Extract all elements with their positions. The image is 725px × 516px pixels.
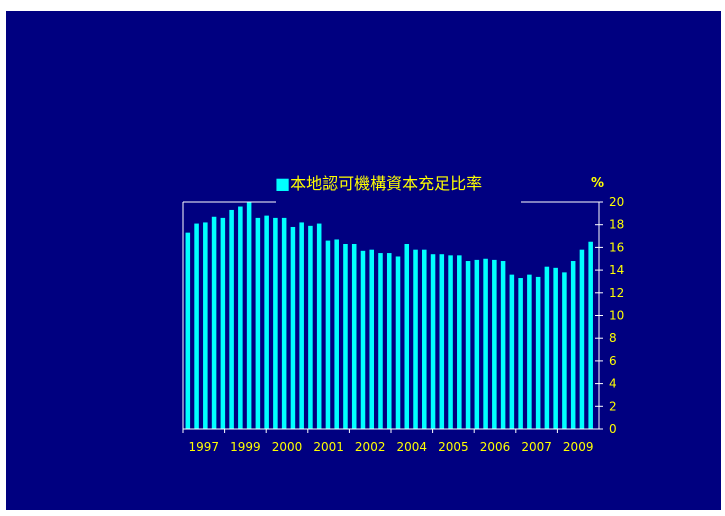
- bar-chart: 0 2 4 6 8 10 12 14 16 18 20 1997 1999 2000 2001 2002 20…: [182, 174, 624, 454]
- x-tick-label: 2001: [313, 440, 344, 454]
- y-unit-label: %: [591, 176, 604, 191]
- bar: [465, 261, 471, 429]
- bar: [246, 202, 252, 429]
- y-tick-label: 20: [609, 195, 624, 209]
- bar: [238, 206, 243, 429]
- bar: [299, 222, 304, 429]
- x-tick-label: 2000: [272, 440, 303, 454]
- bar: [281, 217, 287, 429]
- bar: [588, 241, 593, 429]
- bar: [185, 232, 191, 429]
- bar: [579, 249, 585, 429]
- bar: [229, 209, 234, 429]
- y-tick-label: 16: [609, 240, 624, 254]
- bar: [509, 274, 515, 429]
- bar: [203, 222, 208, 429]
- bar: [264, 215, 269, 429]
- bar: [527, 274, 532, 429]
- bar: [448, 255, 453, 429]
- legend-swatch: ■: [275, 174, 290, 193]
- bar: [562, 272, 567, 429]
- y-tick-label: 8: [609, 331, 617, 345]
- slide-background: 0 2 4 6 8 10 12 14 16 18 20 1997 1999 2000 2001 2002 20…: [6, 11, 721, 510]
- y-ticks-group: 0 2 4 6 8 10 12 14 16 18 20: [595, 195, 624, 436]
- bar: [325, 240, 331, 429]
- bar: [369, 249, 375, 429]
- x-tick-label: 2007: [521, 440, 552, 454]
- y-tick-label: 2: [609, 399, 617, 413]
- y-tick-label: 10: [609, 309, 624, 323]
- y-tick-label: 14: [609, 263, 624, 277]
- chart-legend-title: ■本地認可機構資本充足比率: [275, 174, 482, 193]
- bar: [351, 243, 357, 429]
- x-tick-label: 2005: [438, 440, 469, 454]
- bar: [255, 217, 261, 429]
- x-tick-label: 2006: [480, 440, 511, 454]
- x-tick-label: 2009: [563, 440, 594, 454]
- bar: [500, 261, 506, 429]
- bar: [334, 239, 339, 429]
- bar: [430, 254, 436, 429]
- bars-group: [185, 202, 593, 429]
- bar: [492, 259, 497, 429]
- bar: [273, 217, 278, 429]
- bar: [360, 250, 366, 429]
- chart-title: 本地認可機構資本充足比率: [290, 174, 482, 193]
- bar: [413, 249, 418, 429]
- bar: [570, 261, 576, 429]
- bar: [553, 267, 558, 429]
- bar: [535, 276, 541, 429]
- bar: [518, 278, 523, 429]
- bar: [439, 254, 445, 429]
- bar: [395, 256, 401, 429]
- bar: [474, 259, 480, 429]
- bar: [290, 226, 296, 429]
- bar: [483, 258, 488, 429]
- y-tick-label: 18: [609, 218, 624, 232]
- y-tick-label: 6: [609, 354, 617, 368]
- bar: [308, 225, 313, 429]
- bar: [316, 223, 322, 429]
- bar: [378, 253, 383, 429]
- bar: [211, 216, 217, 429]
- bar: [386, 253, 392, 429]
- bar: [194, 223, 199, 429]
- y-tick-label: 12: [609, 286, 624, 300]
- bar: [220, 217, 226, 429]
- y-tick-label: 4: [609, 377, 617, 391]
- bar: [404, 243, 410, 429]
- bar: [343, 243, 348, 429]
- x-ticks-group: 1997 1999 2000 2001 2002 2004 2005 2006 2007 2009: [182, 429, 594, 454]
- x-tick-label: 2004: [397, 440, 428, 454]
- bar: [457, 255, 462, 429]
- x-tick-label: 1997: [189, 440, 220, 454]
- x-tick-label: 1999: [230, 440, 261, 454]
- bar: [422, 249, 427, 429]
- x-tick-label: 2002: [355, 440, 386, 454]
- y-tick-label: 0: [609, 422, 617, 436]
- bar: [544, 266, 550, 429]
